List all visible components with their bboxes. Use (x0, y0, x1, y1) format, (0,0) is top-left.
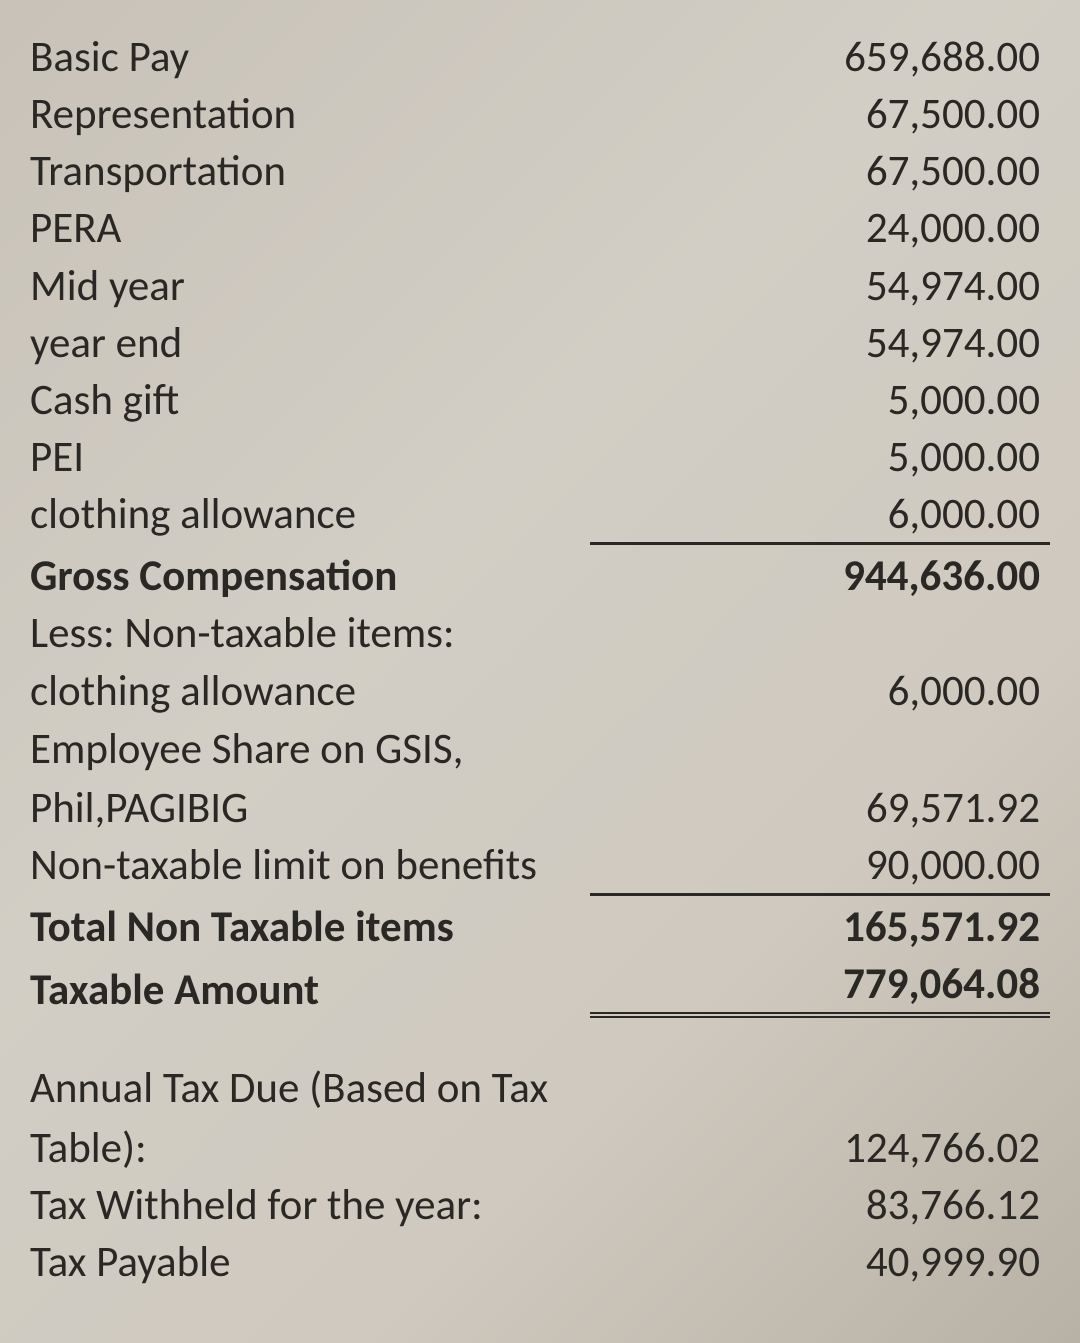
row-annual-tax-l2: Table): 124,766.02 (30, 1119, 1050, 1176)
row-pera: PERA 24,000.00 (30, 199, 1050, 256)
label-cash-gift: Cash gift (30, 371, 590, 428)
row-transportation: Transportation 67,500.00 (30, 142, 1050, 199)
row-representation: Representation 67,500.00 (30, 85, 1050, 142)
label-pei: PEI (30, 428, 590, 485)
value-total-nontax: 165,571.92 (590, 893, 1050, 955)
row-tax-payable: Tax Payable 40,999.90 (30, 1233, 1050, 1290)
row-less-nontax: Less: Non-taxable items: (30, 604, 1050, 661)
label-mid-year: Mid year (30, 257, 590, 314)
label-clothing-allowance-nt: clothing allowance (30, 662, 590, 719)
value-cash-gift: 5,000.00 (590, 371, 1050, 428)
label-less-nontax: Less: Non-taxable items: (30, 604, 590, 661)
value-tax-payable: 40,999.90 (590, 1233, 1050, 1290)
value-less-nontax (590, 650, 1050, 662)
label-taxable-amount: Taxable Amount (30, 961, 590, 1018)
value-mid-year: 54,974.00 (590, 257, 1050, 314)
value-nt-limit: 90,000.00 (590, 836, 1050, 893)
label-emp-share-l1: Employee Share on GSIS, (30, 719, 590, 779)
label-annual-tax-l2: Table): (30, 1119, 590, 1176)
value-pera: 24,000.00 (590, 199, 1050, 256)
row-total-nontax: Total Non Taxable items 165,571.92 (30, 893, 1050, 955)
value-tax-withheld: 83,766.12 (590, 1176, 1050, 1233)
row-nt-limit: Non-taxable limit on benefits 90,000.00 (30, 836, 1050, 893)
row-taxable-amount: Taxable Amount 779,064.08 (30, 955, 1050, 1018)
compensation-table: Basic Pay 659,688.00 Representation 67,5… (30, 28, 1050, 1290)
label-tax-withheld: Tax Withheld for the year: (30, 1176, 590, 1233)
value-pei: 5,000.00 (590, 428, 1050, 485)
label-emp-share-l2: Phil,PAGIBIG (30, 779, 590, 836)
row-emp-share-l2: Phil,PAGIBIG 69,571.92 (30, 779, 1050, 836)
row-clothing-allowance-nt: clothing allowance 6,000.00 (30, 662, 1050, 719)
label-gross-compensation: Gross Compensation (30, 547, 590, 604)
row-clothing-allowance: clothing allowance 6,000.00 (30, 485, 1050, 542)
label-pera: PERA (30, 199, 590, 256)
section-gap (30, 1018, 1050, 1058)
value-taxable-amount: 779,064.08 (590, 955, 1050, 1018)
row-pei: PEI 5,000.00 (30, 428, 1050, 485)
value-emp-share-l1 (590, 767, 1050, 779)
value-annual-tax-l1 (590, 1107, 1050, 1119)
row-emp-share-l1: Employee Share on GSIS, (30, 719, 1050, 779)
label-representation: Representation (30, 85, 590, 142)
value-year-end: 54,974.00 (590, 314, 1050, 371)
label-basic-pay: Basic Pay (30, 28, 590, 85)
label-year-end: year end (30, 314, 590, 371)
value-representation: 67,500.00 (590, 85, 1050, 142)
label-tax-payable: Tax Payable (30, 1233, 590, 1290)
row-gross-compensation: Gross Compensation 944,636.00 (30, 542, 1050, 604)
row-basic-pay: Basic Pay 659,688.00 (30, 28, 1050, 85)
value-basic-pay: 659,688.00 (590, 28, 1050, 85)
label-transportation: Transportation (30, 142, 590, 199)
row-mid-year: Mid year 54,974.00 (30, 257, 1050, 314)
row-annual-tax-l1: Annual Tax Due (Based on Tax (30, 1058, 1050, 1118)
label-clothing-allowance: clothing allowance (30, 485, 590, 542)
value-clothing-allowance-nt: 6,000.00 (590, 662, 1050, 719)
label-total-nontax: Total Non Taxable items (30, 898, 590, 955)
value-clothing-allowance: 6,000.00 (590, 485, 1050, 542)
value-gross-compensation: 944,636.00 (590, 542, 1050, 604)
value-emp-share-l2: 69,571.92 (590, 779, 1050, 836)
row-tax-withheld: Tax Withheld for the year: 83,766.12 (30, 1176, 1050, 1233)
label-nt-limit: Non-taxable limit on benefits (30, 836, 590, 893)
value-transportation: 67,500.00 (590, 142, 1050, 199)
label-annual-tax-l1: Annual Tax Due (Based on Tax (30, 1058, 590, 1118)
row-cash-gift: Cash gift 5,000.00 (30, 371, 1050, 428)
row-year-end: year end 54,974.00 (30, 314, 1050, 371)
value-annual-tax-l2: 124,766.02 (590, 1119, 1050, 1176)
